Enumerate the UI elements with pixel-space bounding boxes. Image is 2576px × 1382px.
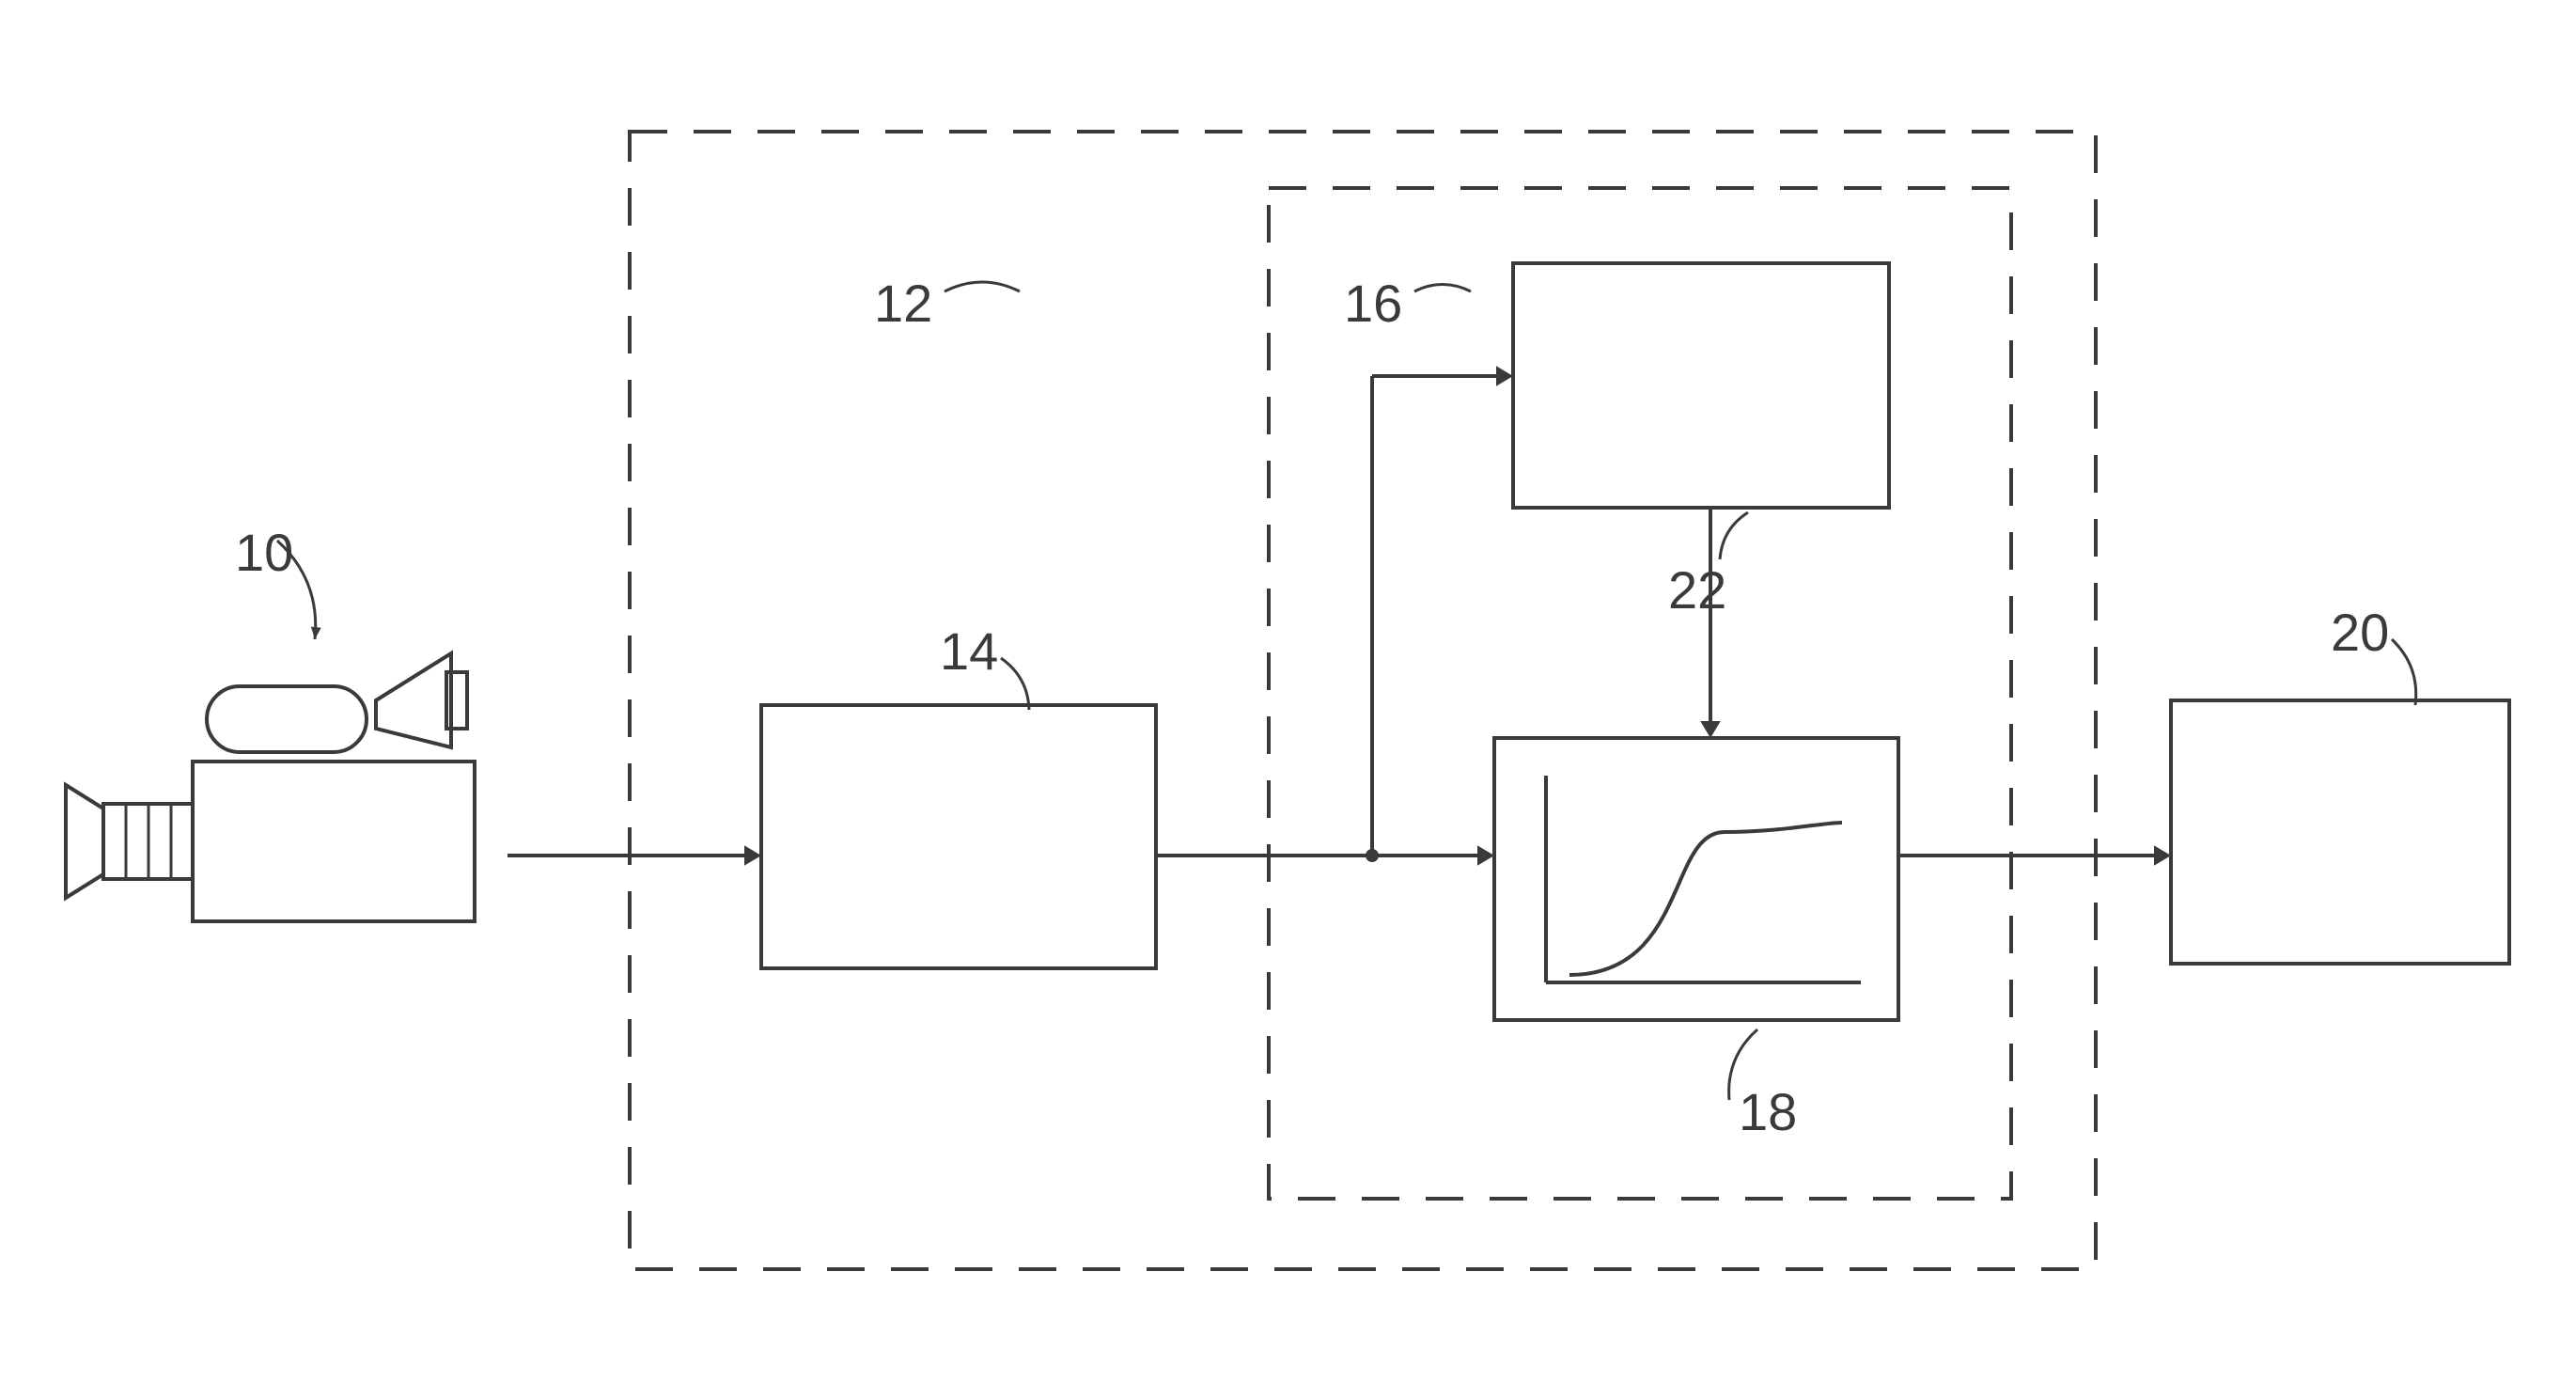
label-20: 20 [2331,602,2389,663]
label-22: 22 [1668,559,1726,620]
block-diagram [0,0,2576,1382]
label-10: 10 [235,522,293,583]
label-12: 12 [874,273,932,334]
label-18: 18 [1739,1081,1797,1142]
label-16: 16 [1344,273,1402,334]
label-14: 14 [940,620,998,682]
